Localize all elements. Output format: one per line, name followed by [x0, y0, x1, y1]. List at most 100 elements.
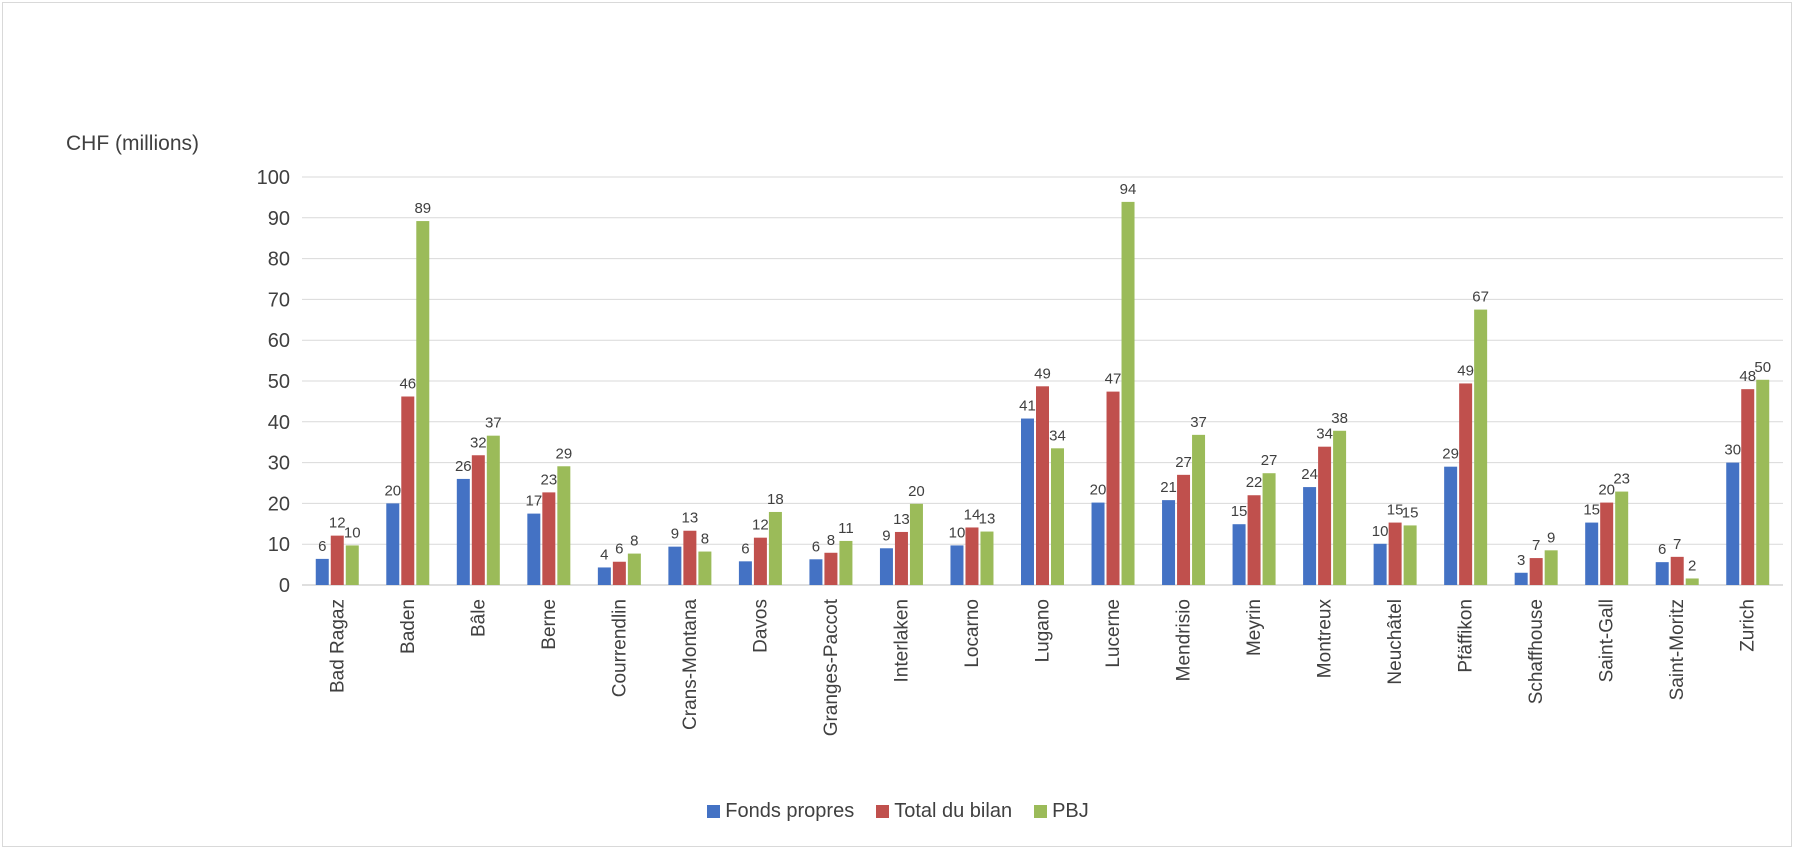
x-tick-label: Bad Ragaz — [327, 599, 348, 693]
data-label: 6 — [741, 540, 749, 557]
bar — [824, 552, 838, 585]
x-tick-label: Davos — [750, 599, 771, 653]
bar — [894, 531, 908, 585]
data-label: 6 — [1658, 541, 1666, 558]
bar — [612, 561, 626, 585]
bar — [557, 466, 571, 585]
x-tick-label: Mendrisio — [1174, 599, 1195, 681]
data-label: 49 — [1034, 365, 1051, 382]
data-label: 20 — [1598, 482, 1615, 499]
data-label: 8 — [827, 532, 835, 549]
bar — [597, 567, 611, 585]
data-label: 10 — [1372, 523, 1389, 540]
legend-label-pbj: PBJ — [1052, 800, 1089, 822]
legend-item-fonds-propres: Fonds propres — [707, 800, 854, 823]
data-label: 21 — [1160, 479, 1177, 496]
data-label: 6 — [318, 538, 326, 555]
data-label: 23 — [1613, 471, 1630, 488]
data-label: 2 — [1688, 557, 1696, 574]
y-tick-label: 10 — [268, 534, 290, 556]
bar — [809, 559, 823, 585]
data-label: 27 — [1175, 454, 1192, 471]
data-label: 13 — [979, 511, 996, 528]
data-label: 7 — [1532, 537, 1540, 554]
data-label: 15 — [1231, 503, 1248, 520]
bar — [1726, 462, 1740, 585]
bar — [1318, 446, 1332, 585]
y-tick-label: 60 — [268, 330, 290, 352]
x-tick-label: Montreux — [1315, 599, 1336, 679]
bar — [1232, 524, 1246, 585]
legend-swatch-fonds-propres — [707, 805, 721, 818]
bar — [768, 511, 782, 585]
x-tick-label: Baden — [398, 599, 419, 654]
data-label: 13 — [893, 511, 910, 528]
bar — [1756, 379, 1770, 585]
bar — [315, 558, 329, 585]
bar — [1670, 556, 1684, 585]
legend-swatch-pbj — [1034, 805, 1048, 818]
bar — [486, 435, 500, 585]
data-label: 15 — [1387, 502, 1404, 519]
y-tick-label: 80 — [268, 249, 290, 271]
data-label: 38 — [1331, 410, 1348, 427]
bar — [1741, 389, 1755, 585]
bar — [950, 545, 964, 585]
bar — [345, 545, 359, 585]
data-label: 9 — [1547, 529, 1555, 546]
data-label: 12 — [752, 517, 769, 534]
legend-item-pbj: PBJ — [1034, 800, 1089, 823]
bar — [753, 537, 767, 585]
bar — [1403, 525, 1417, 585]
data-label: 12 — [329, 515, 346, 532]
bar — [1036, 386, 1049, 585]
x-tick-label: Pfäffikon — [1456, 599, 1477, 673]
data-label: 24 — [1301, 466, 1318, 483]
bar — [1162, 500, 1176, 585]
x-tick-label: Courrendlin — [609, 599, 630, 697]
bar — [1106, 391, 1120, 585]
bar — [1585, 522, 1599, 585]
x-tick-label: Granges-Paccot — [821, 598, 842, 736]
data-label: 22 — [1246, 474, 1263, 491]
bar — [416, 221, 430, 585]
x-tick-label: Neuchâtel — [1385, 599, 1406, 685]
legend-label-total-du-bilan: Total du bilan — [894, 800, 1013, 822]
data-label: 15 — [1583, 502, 1600, 519]
bar — [839, 540, 853, 585]
data-label: 11 — [838, 520, 854, 537]
data-label: 14 — [964, 506, 981, 523]
x-tick-label: Berne — [539, 599, 560, 650]
data-label: 46 — [399, 376, 416, 393]
bar — [1444, 466, 1458, 585]
bar — [909, 503, 923, 585]
x-tick-label: Lucerne — [1103, 599, 1124, 668]
data-label: 29 — [555, 445, 572, 462]
x-tick-label: Interlaken — [891, 599, 912, 682]
data-label: 20 — [1090, 482, 1107, 499]
data-label: 13 — [682, 510, 699, 527]
bar — [1303, 487, 1317, 585]
bar — [542, 492, 556, 585]
y-tick-label: 50 — [268, 371, 290, 393]
data-label: 15 — [1402, 504, 1419, 521]
y-tick-label: 30 — [268, 453, 290, 475]
legend-label-fonds-propres: Fonds propres — [725, 800, 855, 822]
bar — [1091, 502, 1105, 585]
x-tick-label: Locarno — [962, 599, 983, 668]
bar — [738, 561, 752, 585]
bar — [1021, 418, 1034, 585]
bar — [456, 478, 470, 585]
bar — [1333, 430, 1347, 585]
data-label: 29 — [1442, 446, 1459, 463]
data-label: 20 — [908, 483, 925, 500]
bar — [1388, 522, 1402, 585]
bar — [1121, 201, 1135, 585]
y-tick-label: 40 — [268, 412, 290, 434]
x-tick-label: Lugano — [1033, 599, 1054, 662]
x-tick-label: Bâle — [468, 599, 489, 637]
data-label: 8 — [701, 531, 709, 548]
x-tick-label: Zurich — [1738, 599, 1759, 652]
